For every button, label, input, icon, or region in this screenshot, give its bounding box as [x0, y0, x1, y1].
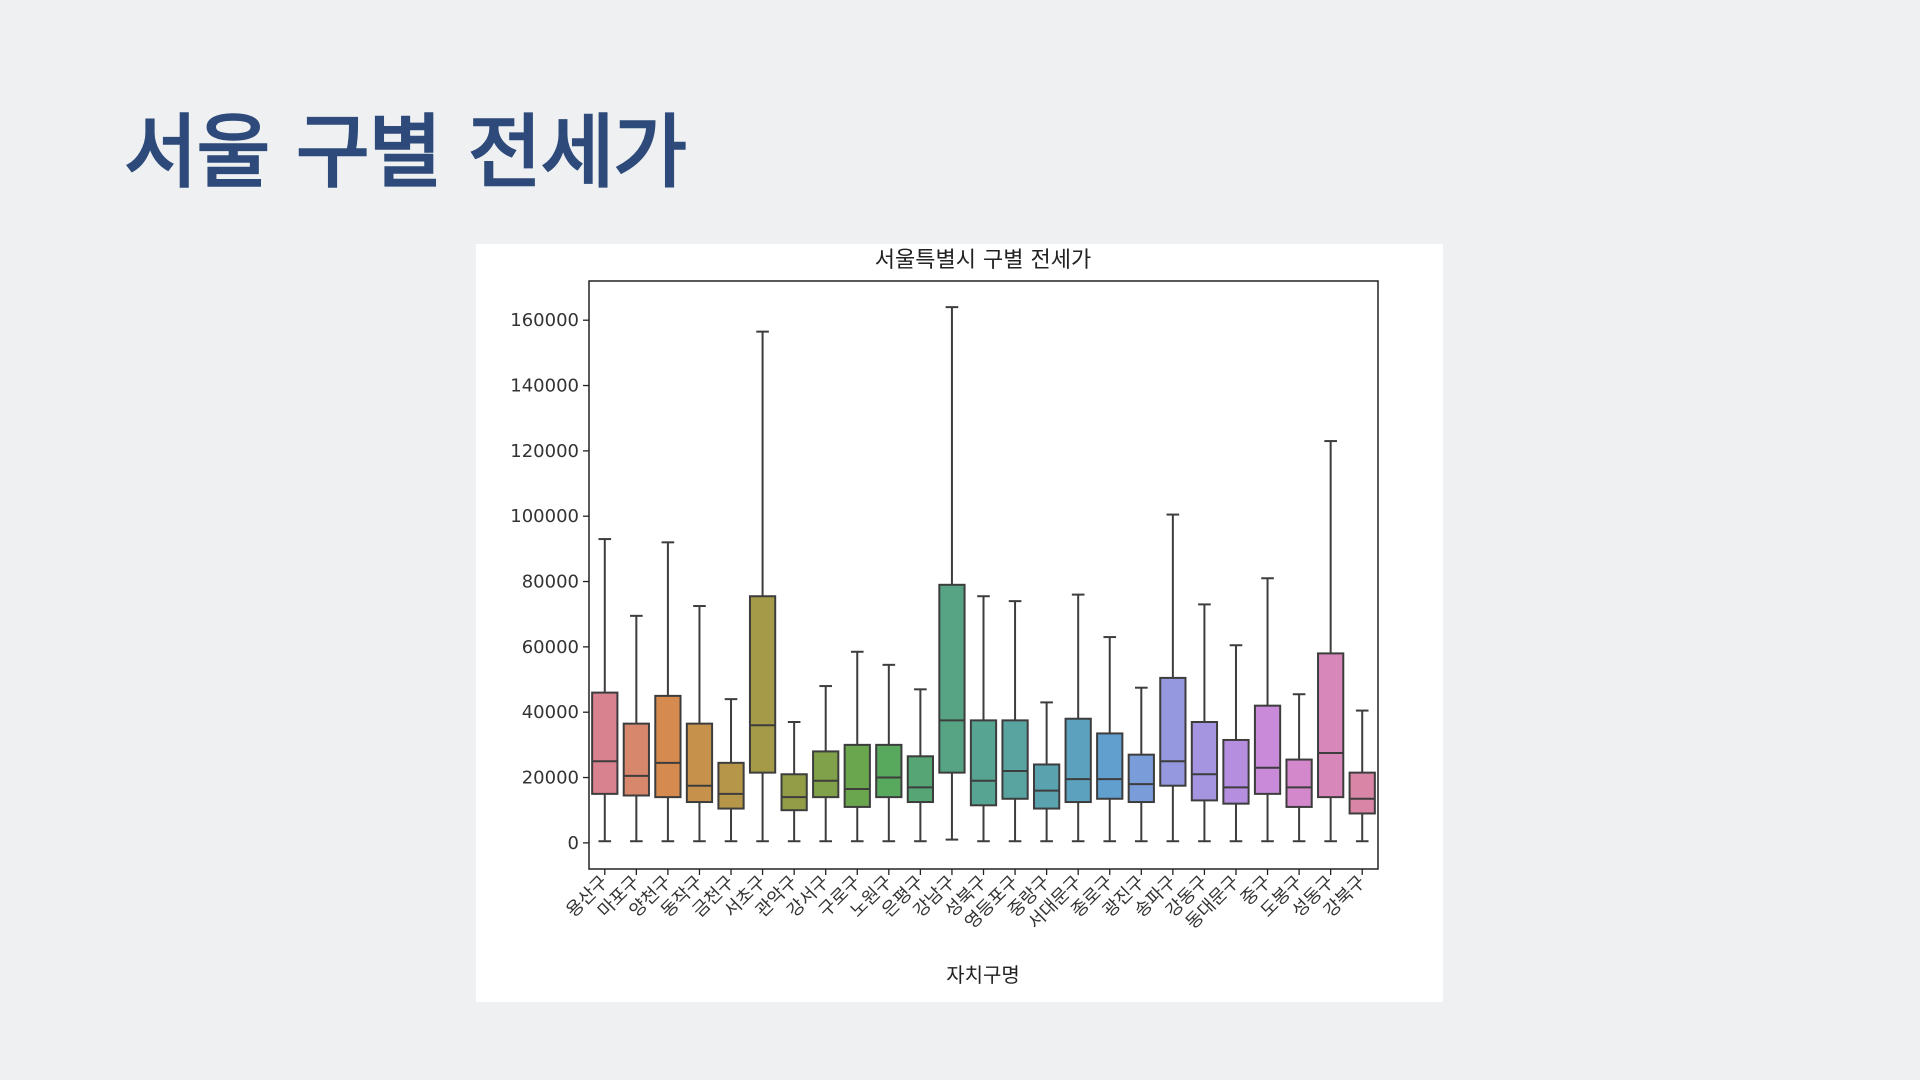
iqr-box [1127, 753, 1155, 804]
iqr-box [654, 694, 682, 799]
iqr-box [1032, 763, 1061, 810]
box-도봉구 [1285, 693, 1313, 843]
chart-title: 서울특별시 구별 전세가 [875, 248, 1091, 273]
iqr-box [969, 719, 998, 807]
box-서대문구 [1064, 593, 1092, 843]
y-tick-label: 100000 [510, 506, 579, 527]
box-광진구 [1127, 686, 1155, 843]
plot-frame [588, 280, 1379, 870]
iqr-box [843, 743, 871, 808]
iqr-box [812, 750, 840, 799]
iqr-box [1222, 738, 1250, 805]
iqr-box [906, 755, 935, 804]
box-종로구 [1096, 636, 1124, 843]
box-중구 [1253, 577, 1282, 843]
y-tick-label: 40000 [522, 702, 579, 723]
iqr-box [780, 773, 808, 812]
box-중랑구 [1032, 701, 1061, 843]
x-axis-label: 자치구명 [946, 963, 1020, 987]
iqr-box [1064, 717, 1092, 804]
box-강동구 [1190, 603, 1219, 843]
box-영등포구 [1001, 600, 1029, 843]
iqr-box [685, 722, 714, 804]
box-강북구 [1348, 709, 1376, 843]
iqr-box [875, 743, 903, 799]
box-노원구 [875, 663, 903, 843]
iqr-box [748, 595, 777, 774]
iqr-box [1253, 704, 1282, 795]
iqr-box [1159, 676, 1187, 787]
box-금천구 [717, 698, 745, 843]
box-성북구 [969, 595, 998, 843]
box-용산구 [591, 538, 619, 843]
y-axis: 0 20000 40000 60000 80000 100000 120000 140000 1… [510, 310, 589, 854]
iqr-box [938, 583, 966, 774]
y-tick-label: 60000 [522, 637, 579, 658]
y-tick-label: 80000 [522, 572, 579, 593]
box-강서구 [812, 685, 840, 843]
iqr-box [1348, 771, 1376, 815]
y-tick-label: 0 [568, 833, 579, 854]
box-동대문구 [1222, 644, 1250, 843]
box-동작구 [685, 605, 714, 843]
chart-frame: 서울특별시 구별 전세가 0 20000 40000 60000 80000 100000… [476, 244, 1443, 1002]
iqr-box [1096, 732, 1124, 800]
x-axis: 용산구마포구양천구동작구금천구서초구관악구강서구구로구노원구은평구강남구성북구영… [562, 869, 1370, 933]
y-tick-label: 140000 [510, 376, 579, 397]
iqr-box [1001, 719, 1029, 800]
y-tick-label: 160000 [510, 310, 579, 331]
box-group [591, 306, 1376, 843]
box-송파구 [1159, 513, 1187, 843]
box-관악구 [780, 721, 808, 843]
box-마포구 [622, 614, 650, 843]
boxplot-chart: 서울특별시 구별 전세가 0 20000 40000 60000 80000 100000… [510, 248, 1379, 987]
y-tick-label: 120000 [510, 441, 579, 462]
y-tick-label: 20000 [522, 768, 579, 789]
box-강남구 [938, 306, 966, 841]
slide-title: 서울 구별 전세가 [124, 106, 687, 199]
box-구로구 [843, 650, 871, 843]
iqr-box [1190, 721, 1219, 802]
iqr-box [1317, 652, 1345, 799]
iqr-box [622, 722, 650, 797]
iqr-box [1285, 758, 1313, 808]
iqr-box [591, 691, 619, 795]
iqr-box [717, 761, 745, 810]
box-은평구 [906, 688, 935, 843]
box-성동구 [1317, 440, 1345, 843]
box-양천구 [654, 541, 682, 843]
box-서초구 [748, 330, 777, 843]
